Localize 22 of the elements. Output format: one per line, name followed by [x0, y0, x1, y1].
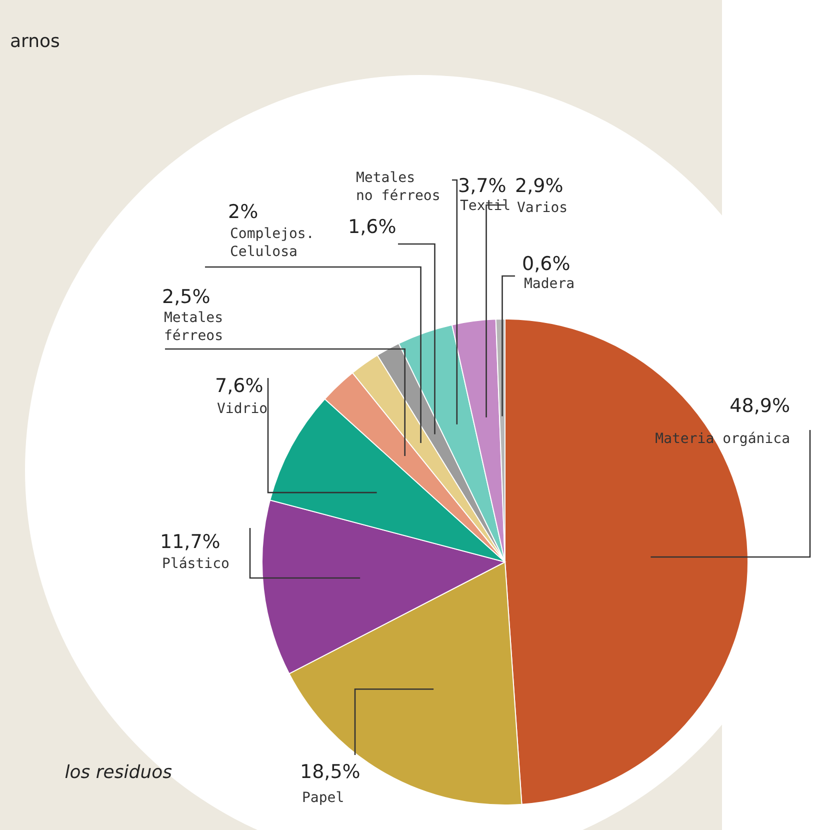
slice-label: Madera	[524, 276, 575, 292]
data-label: 2%	[228, 201, 258, 223]
data-label: 2,5%	[162, 286, 210, 308]
slice-label: Textil	[460, 198, 511, 214]
slice-label: Plástico	[162, 556, 230, 572]
slice-label: Metales férreos	[164, 310, 224, 344]
text: los residuos	[64, 762, 172, 783]
data-label: 3,7%	[458, 175, 506, 197]
data-label: 18,5%	[300, 761, 360, 783]
slice-label: Vidrio	[217, 401, 268, 417]
text: arnos	[10, 31, 60, 52]
slice-label: Metales no férreos	[356, 170, 440, 204]
slice-label: Materia orgánica	[655, 431, 790, 447]
slice-label: Complejos. Celulosa	[230, 226, 314, 260]
data-label: 2,9%	[515, 175, 564, 197]
data-label: 1,6%	[348, 216, 396, 238]
data-label: 0,6%	[522, 253, 570, 275]
data-label: 7,6%	[215, 375, 264, 397]
slice-label: Varios	[517, 200, 568, 216]
data-label: 48,9%	[730, 395, 790, 417]
slice-label: Papel	[302, 790, 344, 806]
data-label: 11,7%	[160, 531, 220, 553]
